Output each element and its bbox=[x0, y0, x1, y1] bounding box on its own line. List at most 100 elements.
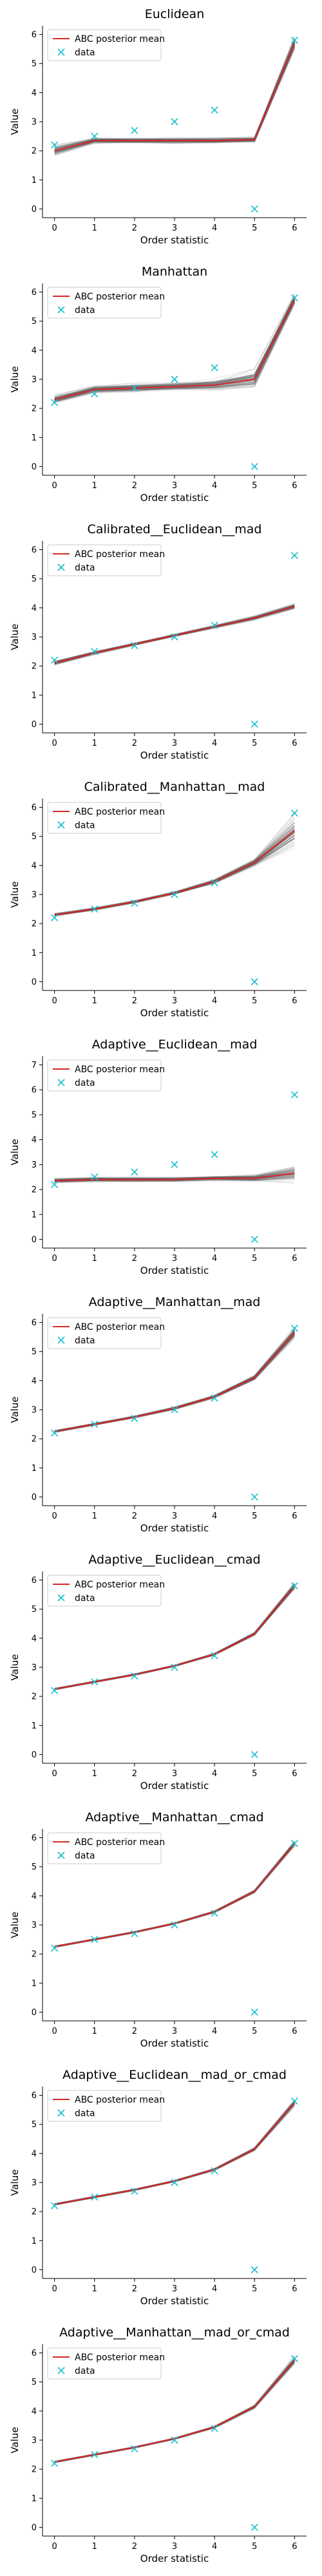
x-tick-label: 1 bbox=[92, 1769, 97, 1779]
x-tick-label: 3 bbox=[172, 1254, 177, 1264]
legend-data-swatch bbox=[57, 1336, 65, 1344]
posterior-sample-line bbox=[54, 1584, 295, 1689]
y-tick-label: 3 bbox=[32, 1921, 37, 1931]
legend-data-label: data bbox=[75, 1336, 95, 1346]
x-tick-label: 5 bbox=[252, 739, 257, 748]
y-axis-label: Value bbox=[9, 623, 21, 650]
x-tick-label: 4 bbox=[212, 223, 217, 233]
y-tick-label: 3 bbox=[32, 2436, 37, 2446]
chart-panel: Adaptive__Manhattan__cmad 0 1 2 3 4 5 6 0 1 2 3 4 5 6 O… bbox=[0, 1803, 322, 2061]
y-tick-label: 0 bbox=[32, 2523, 37, 2533]
legend-mean-label: ABC posterior mean bbox=[75, 549, 165, 560]
data-point bbox=[211, 879, 218, 887]
posterior-sample-line bbox=[54, 1334, 296, 1433]
posterior-sample-line bbox=[54, 825, 295, 915]
posterior-sample-line bbox=[54, 299, 295, 401]
data-point bbox=[131, 641, 138, 650]
chart-svg: Adaptive__Euclidean__cmad 0 1 2 3 4 5 6 0 1 2 3 4 5 6 O… bbox=[9, 1553, 307, 1792]
posterior-sample-line bbox=[54, 1167, 295, 1180]
posterior-sample-line bbox=[54, 297, 295, 400]
posterior-sample-lines bbox=[54, 292, 296, 404]
data-point bbox=[290, 37, 298, 44]
legend-data-swatch bbox=[57, 2109, 65, 2117]
data-point bbox=[171, 633, 178, 641]
x-tick-label: 1 bbox=[92, 996, 97, 1006]
y-axis-label: Value bbox=[9, 2169, 21, 2195]
data-point bbox=[290, 552, 298, 560]
y-tick-label: 5 bbox=[32, 1605, 37, 1615]
y-tick-label: 1 bbox=[32, 1979, 37, 1989]
y-tick-label: 1 bbox=[32, 691, 37, 701]
y-tick-label: 4 bbox=[32, 2407, 37, 2416]
posterior-sample-line bbox=[54, 300, 295, 404]
posterior-sample-line bbox=[54, 835, 295, 916]
y-tick-label: 3 bbox=[32, 891, 37, 900]
y-tick-label: 3 bbox=[32, 1406, 37, 1416]
y-tick-label: 0 bbox=[32, 2266, 37, 2275]
x-tick-label: 5 bbox=[252, 223, 257, 233]
y-axis-label: Value bbox=[9, 2427, 21, 2453]
posterior-sample-line bbox=[54, 831, 296, 916]
data-point bbox=[131, 2445, 138, 2453]
x-tick-label: 2 bbox=[132, 2284, 137, 2294]
posterior-sample-line bbox=[54, 828, 295, 916]
chart-title: Calibrated__Manhattan__mad bbox=[84, 780, 265, 794]
data-point bbox=[211, 364, 218, 372]
x-tick-label: 6 bbox=[292, 1511, 297, 1521]
data-point bbox=[211, 621, 218, 629]
posterior-sample-line bbox=[54, 298, 295, 399]
data-point bbox=[51, 141, 59, 149]
legend-data-swatch bbox=[57, 1852, 65, 1859]
y-tick-label: 5 bbox=[32, 832, 37, 842]
legend-data-label: data bbox=[75, 1078, 95, 1088]
data-point bbox=[131, 126, 138, 135]
legend-data-label: data bbox=[75, 2366, 95, 2376]
x-tick-label: 6 bbox=[292, 739, 297, 748]
x-tick-label: 2 bbox=[132, 2542, 137, 2552]
posterior-sample-line bbox=[54, 2100, 295, 2204]
legend-data-label: data bbox=[75, 563, 95, 573]
posterior-sample-line bbox=[54, 838, 295, 916]
posterior-sample-line bbox=[54, 837, 295, 916]
posterior-sample-line bbox=[54, 301, 296, 402]
posterior-sample-line bbox=[54, 840, 295, 916]
y-tick-label: 7 bbox=[32, 1061, 37, 1070]
data-point bbox=[211, 1652, 218, 1660]
chart-panel: Manhattan 0 1 2 3 4 5 6 0 1 2 3 4 5 6 Order statistic Va… bbox=[0, 258, 322, 515]
y-tick-label: 2 bbox=[32, 920, 37, 929]
data-point bbox=[251, 2266, 258, 2274]
posterior-sample-line bbox=[54, 298, 295, 400]
y-tick-label: 5 bbox=[32, 574, 37, 584]
x-tick-label: 0 bbox=[52, 1254, 57, 1264]
y-tick-label: 6 bbox=[32, 803, 37, 813]
chart-panel: Adaptive__Manhattan__mad 0 1 2 3 4 5 6 0 1 2 3 4 5 6 Or… bbox=[0, 1288, 322, 1546]
legend-data-label: data bbox=[75, 48, 95, 58]
posterior-sample-line bbox=[54, 45, 295, 153]
y-tick-label: 1 bbox=[32, 2494, 37, 2504]
x-tick-label: 1 bbox=[92, 481, 97, 491]
posterior-sample-line bbox=[54, 1177, 295, 1182]
x-axis-label: Order statistic bbox=[140, 750, 209, 761]
posterior-sample-lines bbox=[54, 1166, 295, 1184]
y-tick-label: 5 bbox=[32, 1862, 37, 1872]
y-tick-label: 6 bbox=[32, 1576, 37, 1586]
legend-data-swatch bbox=[57, 564, 65, 571]
data-point bbox=[251, 205, 258, 213]
legend-mean-label: ABC posterior mean bbox=[75, 2095, 165, 2105]
posterior-sample-line bbox=[54, 298, 295, 399]
chart-panel: Adaptive__Manhattan__mad_or_cmad 0 1 2 3 4 5 6 0… bbox=[0, 2318, 322, 2576]
x-tick-label: 2 bbox=[132, 2027, 137, 2036]
y-axis-label: Value bbox=[9, 1654, 21, 1680]
posterior-sample-line bbox=[54, 1180, 295, 1184]
chart-svg: Calibrated__Euclidean__mad 0 1 2 3 4 5 6 0 1 2 3 4 5 6… bbox=[9, 522, 307, 761]
data-point bbox=[131, 384, 138, 392]
posterior-sample-line bbox=[54, 828, 295, 915]
posterior-sample-line bbox=[54, 41, 295, 150]
y-tick-label: 2 bbox=[32, 2208, 37, 2217]
posterior-sample-line bbox=[54, 1334, 295, 1432]
data-point bbox=[290, 294, 298, 302]
chart-title: Manhattan bbox=[142, 265, 207, 279]
posterior-sample-line bbox=[54, 835, 296, 916]
y-axis-label: Value bbox=[9, 1396, 21, 1423]
x-tick-label: 4 bbox=[212, 1254, 217, 1264]
